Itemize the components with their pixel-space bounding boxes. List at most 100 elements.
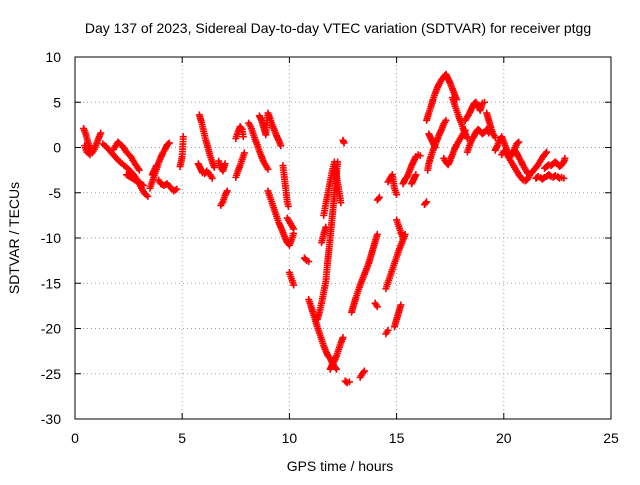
data-point — [442, 116, 450, 124]
data-point — [140, 182, 148, 190]
data-series-arc-ad — [348, 230, 381, 316]
data-point — [373, 303, 381, 311]
data-point — [542, 149, 550, 157]
data-point — [339, 334, 347, 342]
data-point — [359, 368, 367, 376]
data-point — [524, 170, 532, 178]
data-series-arc-m — [217, 187, 231, 209]
data-point — [173, 185, 181, 193]
data-series-arc-a — [80, 124, 105, 157]
data-series-arc-ab — [339, 136, 348, 147]
data-point — [144, 192, 152, 200]
chart-title: Day 137 of 2023, Sidereal Day-to-day VTE… — [85, 20, 591, 36]
data-series-arc-be — [541, 154, 569, 172]
data-series-arc-t — [283, 214, 298, 233]
data-point — [208, 174, 216, 182]
data-series-arc-aa — [326, 334, 347, 373]
data-series-arc-e — [122, 171, 148, 190]
data-point — [561, 154, 569, 162]
data-series-arc-ba — [504, 153, 534, 185]
data-series-arc-am — [399, 153, 420, 188]
data-series-arc-au — [448, 94, 471, 142]
data-point — [384, 326, 392, 334]
data-point — [337, 199, 345, 207]
x-tick-label: 10 — [282, 430, 298, 446]
data-point — [399, 234, 407, 242]
data-point — [237, 124, 245, 132]
data-series-arc-ak — [390, 301, 405, 331]
data-series-arc-al — [393, 216, 407, 242]
x-tick-label: 0 — [71, 430, 79, 446]
data-series-arc-d — [110, 138, 143, 174]
data-series-arc-at — [440, 126, 469, 169]
data-point — [284, 202, 292, 210]
data-series-arc-r — [264, 187, 298, 249]
data-point — [239, 133, 247, 141]
data-point — [375, 193, 383, 201]
data-series-arc-aq — [423, 70, 461, 124]
data-point — [515, 138, 523, 146]
y-tick-label: 10 — [45, 49, 61, 65]
data-series-arc-q — [255, 109, 285, 150]
data-point — [322, 223, 330, 231]
data-point — [164, 140, 172, 148]
data-series-arc-i — [176, 133, 187, 171]
data-series-arc-y — [320, 158, 345, 219]
data-series-arc-an — [408, 171, 420, 188]
data-series-arc-ax — [483, 109, 499, 142]
data-point — [422, 199, 430, 207]
data-series-arc-as — [425, 130, 439, 151]
data-point — [290, 281, 298, 289]
data-series-arc-bc — [528, 148, 551, 177]
y-tick-label: 0 — [53, 140, 61, 156]
data-series-arc-o — [232, 123, 247, 142]
data-series-arc-j — [195, 111, 218, 171]
data-point — [412, 171, 420, 179]
data-point — [152, 162, 160, 170]
data-point — [481, 98, 489, 106]
data-series-arc-af — [371, 299, 381, 311]
y-tick-label: -5 — [49, 185, 62, 201]
data-point — [138, 181, 146, 189]
data-point — [333, 365, 341, 373]
data-series-arc-v — [300, 254, 313, 266]
tick-layer: 0 5 10 15 20 25 -30 -25 -20 -15 -10 -5 0 5 10 — [41, 49, 619, 446]
data-point — [397, 301, 405, 309]
data-point — [165, 139, 173, 147]
data-series-arc-p — [245, 119, 272, 173]
data-point — [501, 148, 509, 156]
data-series-arc-z — [318, 223, 330, 247]
data-series-arc-ae — [356, 367, 368, 381]
y-tick-label: -10 — [41, 230, 61, 246]
data-point — [221, 160, 229, 168]
data-point — [393, 191, 401, 199]
data-series-arc-ag — [373, 193, 383, 204]
data-point — [264, 165, 272, 173]
data-series-arc-u — [285, 268, 298, 289]
data-series-arc-ao — [414, 151, 424, 160]
x-axis-label: GPS time / hours — [287, 458, 394, 474]
data-point — [86, 151, 94, 159]
data-point — [423, 198, 431, 206]
x-tick-label: 5 — [178, 430, 186, 446]
data-series-arc-n — [232, 149, 248, 181]
data-point — [290, 225, 298, 233]
data-series-arc-h — [155, 176, 181, 195]
data-series-arc-az — [498, 147, 510, 159]
data-point — [179, 133, 187, 141]
y-tick-label: -15 — [41, 275, 61, 291]
data-point — [360, 367, 368, 375]
data-layer — [80, 70, 569, 387]
data-point — [560, 174, 568, 182]
data-point — [97, 129, 105, 137]
data-series-arc-ac — [341, 377, 353, 387]
y-tick-label: 5 — [53, 94, 61, 110]
data-point — [135, 166, 143, 174]
x-tick-label: 20 — [496, 430, 512, 446]
data-series-arc-k — [194, 160, 216, 182]
data-series-arc-l — [215, 157, 229, 175]
data-series-arc-ai — [384, 171, 401, 199]
data-series-arc-ap — [420, 198, 431, 209]
